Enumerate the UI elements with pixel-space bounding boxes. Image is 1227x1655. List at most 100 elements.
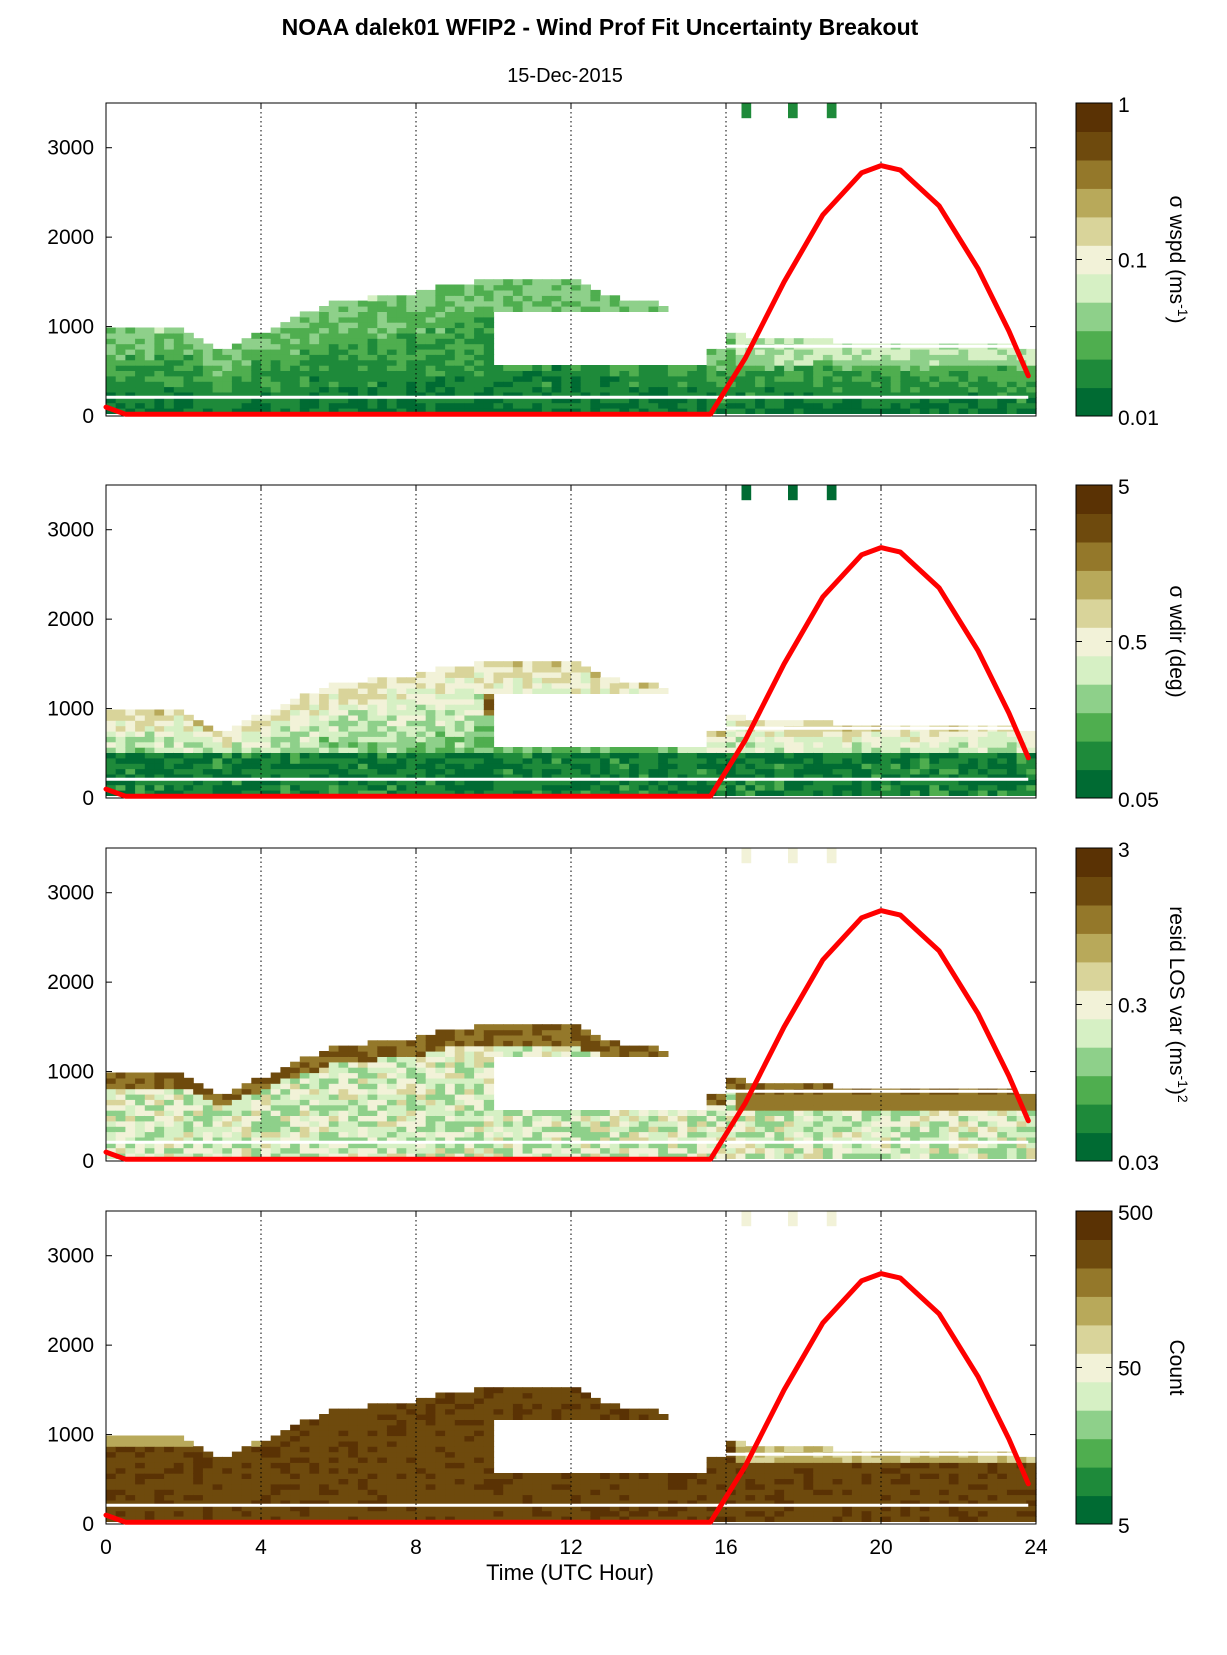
heatmap-cell bbox=[600, 688, 611, 694]
heatmap-cell bbox=[367, 1093, 378, 1100]
heatmap-cell bbox=[270, 1456, 281, 1463]
heatmap-cell bbox=[755, 1083, 766, 1090]
heatmap-cell bbox=[280, 704, 291, 711]
heatmap-cell bbox=[842, 381, 853, 388]
heatmap-cell bbox=[803, 1110, 814, 1116]
heatmap-cell bbox=[299, 763, 311, 770]
heatmap-cell bbox=[435, 338, 446, 345]
heatmap-cell bbox=[406, 714, 417, 721]
heatmap-cell bbox=[212, 741, 223, 748]
heatmap-cell bbox=[135, 1499, 146, 1506]
heatmap-cell bbox=[464, 386, 475, 393]
heatmap-cell bbox=[251, 1136, 262, 1143]
heatmap-cell bbox=[474, 284, 485, 291]
heatmap-cell bbox=[861, 354, 872, 361]
heatmap-cell bbox=[377, 704, 388, 711]
heatmap-cell bbox=[144, 348, 156, 355]
heatmap-cell bbox=[202, 343, 214, 350]
colorbar-segment bbox=[1076, 131, 1112, 161]
heatmap-cell bbox=[619, 757, 630, 764]
heatmap-cell bbox=[871, 763, 882, 770]
heatmap-cell bbox=[784, 720, 795, 727]
heatmap-cell bbox=[348, 311, 359, 318]
heatmap-cell bbox=[755, 402, 766, 409]
heatmap-cell bbox=[222, 1110, 233, 1116]
heatmap-cell bbox=[551, 1040, 562, 1047]
heatmap-cell bbox=[706, 375, 717, 382]
heatmap-cell bbox=[251, 1505, 262, 1512]
heatmap-cell bbox=[929, 354, 940, 361]
heatmap-cell bbox=[600, 757, 611, 764]
heatmap-cell bbox=[648, 402, 659, 409]
heatmap-cell bbox=[648, 763, 659, 770]
colorbar-label: resid LOS var (ms-1)2 bbox=[1165, 906, 1191, 1103]
colorbar-segment bbox=[1076, 1104, 1112, 1134]
heatmap-cell bbox=[338, 1494, 349, 1501]
heatmap-cell bbox=[202, 1104, 214, 1111]
heatmap-cell bbox=[968, 370, 979, 377]
heatmap-cell bbox=[910, 397, 921, 404]
heatmap-cell bbox=[309, 338, 320, 345]
heatmap-cell bbox=[629, 306, 640, 312]
heatmap-cell bbox=[290, 730, 301, 737]
heatmap-cell bbox=[270, 354, 281, 361]
heatmap-cell bbox=[377, 359, 388, 366]
heatmap-cell bbox=[367, 698, 378, 705]
heatmap-cell bbox=[319, 1440, 330, 1447]
heatmap-cell bbox=[328, 1473, 340, 1479]
heatmap-cell bbox=[154, 1489, 165, 1496]
heatmap-cell bbox=[377, 1142, 388, 1149]
heatmap-cell bbox=[106, 1077, 117, 1084]
heatmap-cell bbox=[309, 343, 320, 350]
heatmap-cell bbox=[474, 348, 485, 355]
heatmap-cell bbox=[483, 757, 495, 764]
heatmap-cell bbox=[1016, 773, 1027, 780]
heatmap-cell bbox=[677, 1142, 688, 1149]
heatmap-cell bbox=[435, 1153, 446, 1159]
heatmap-cell bbox=[571, 284, 582, 291]
heatmap-cell bbox=[774, 773, 785, 780]
heatmap-cell bbox=[561, 1142, 572, 1149]
heatmap-cell bbox=[968, 386, 979, 393]
heatmap-cell bbox=[997, 1120, 1008, 1127]
heatmap-cell bbox=[474, 402, 485, 409]
heatmap-cell bbox=[367, 1115, 378, 1122]
heatmap-cell bbox=[173, 1142, 185, 1149]
heatmap-cell bbox=[1006, 1131, 1018, 1138]
heatmap-cell bbox=[948, 391, 960, 398]
heatmap-cell bbox=[377, 332, 388, 339]
heatmap-cell bbox=[377, 391, 388, 398]
heatmap-cell bbox=[328, 1435, 340, 1442]
colorbar-segment bbox=[1076, 712, 1112, 742]
heatmap-cell bbox=[454, 1067, 466, 1074]
heatmap-cell bbox=[135, 757, 146, 764]
heatmap-cell bbox=[222, 1136, 233, 1143]
heatmap-cell bbox=[735, 375, 746, 382]
heatmap-cell bbox=[483, 359, 495, 366]
heatmap-cell bbox=[348, 359, 359, 366]
heatmap-cell bbox=[561, 1051, 572, 1057]
heatmap-cell bbox=[328, 1478, 340, 1485]
heatmap-cell bbox=[377, 1099, 388, 1106]
heatmap-cell bbox=[687, 773, 698, 780]
heatmap-cell bbox=[512, 1126, 524, 1133]
heatmap-cell bbox=[377, 316, 388, 323]
heatmap-cell bbox=[483, 784, 495, 791]
heatmap-cell bbox=[125, 354, 136, 361]
heatmap-cell bbox=[319, 1435, 330, 1442]
heatmap-cell bbox=[261, 1483, 272, 1490]
heatmap-cell bbox=[299, 381, 311, 388]
heatmap-cell bbox=[125, 1136, 136, 1143]
heatmap-cell bbox=[493, 747, 504, 753]
heatmap-cell bbox=[270, 1126, 281, 1133]
heatmap-cell bbox=[541, 1131, 553, 1138]
heatmap-cell bbox=[386, 1099, 398, 1106]
heatmap-cell bbox=[609, 1110, 621, 1116]
heatmap-cell bbox=[822, 747, 834, 753]
heatmap-cell bbox=[367, 1051, 378, 1057]
heatmap-cell bbox=[251, 1473, 262, 1479]
heatmap-cell bbox=[144, 1489, 156, 1496]
heatmap-cell bbox=[396, 381, 407, 388]
heatmap-cell bbox=[367, 768, 378, 775]
heatmap-cell bbox=[687, 1131, 698, 1138]
